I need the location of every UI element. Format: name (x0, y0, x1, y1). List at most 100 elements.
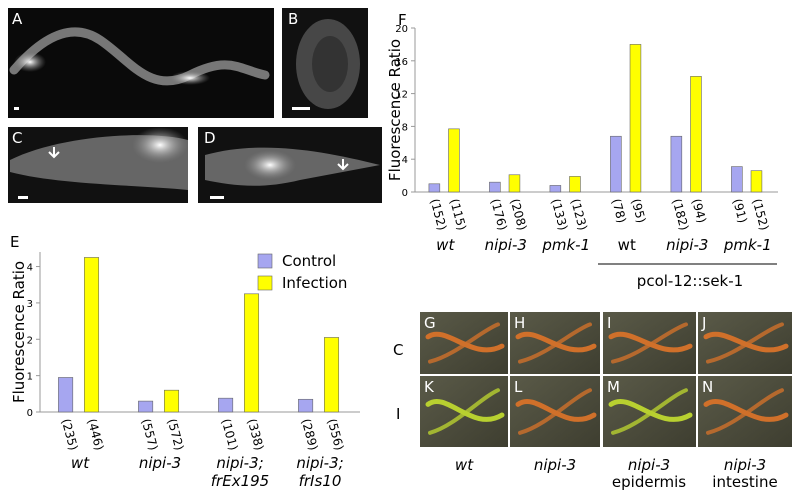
panel-letter: B (288, 10, 298, 28)
bar (549, 185, 562, 193)
x-tick-label: pmk-1 (723, 236, 772, 254)
x-tick-label: wt (71, 454, 90, 472)
bar (138, 400, 154, 413)
worm (608, 331, 693, 353)
bar (164, 389, 180, 413)
n-label: (182) (669, 197, 691, 232)
scale-bar (14, 107, 19, 110)
bar (690, 76, 702, 193)
bar (629, 44, 642, 193)
embryo-inner (312, 36, 348, 92)
n-label: (176) (488, 197, 510, 232)
worm (706, 322, 784, 364)
n-label: (235) (59, 417, 81, 452)
worm (515, 399, 597, 422)
bar (298, 398, 314, 413)
column-label: intestine (712, 473, 777, 491)
panel-letter: C (12, 129, 22, 147)
glow (14, 52, 46, 72)
group-label: pcol-12::sek-1 (637, 272, 743, 290)
x-tick-label: frEx195 (211, 472, 269, 490)
bar (670, 135, 683, 193)
column-label: wt (455, 456, 474, 474)
glow (170, 71, 210, 85)
arrow (48, 147, 60, 159)
panel-letter: M (607, 378, 620, 396)
x-tick-label: nipi-3; (216, 454, 263, 472)
n-label: (446) (85, 417, 107, 452)
glow (244, 150, 296, 180)
y-tick-label: 2 (27, 335, 33, 346)
y-tick-label: 12 (395, 90, 408, 101)
column-label: nipi-3 (628, 456, 670, 474)
scale-bar (292, 107, 310, 110)
bar (324, 337, 340, 413)
n-label: (152) (427, 197, 449, 232)
worm (428, 388, 500, 435)
legend-swatch (257, 275, 273, 291)
x-tick-label: wt (618, 236, 636, 254)
worm (518, 388, 592, 435)
glow (132, 127, 188, 163)
worm (425, 399, 505, 422)
y-tick-label: 1 (27, 372, 33, 383)
y-tick-label: 4 (27, 263, 33, 274)
worm (703, 331, 789, 353)
arrow (337, 159, 349, 171)
panel-letter: J (701, 314, 706, 332)
column-label: epidermis (612, 473, 686, 491)
n-label: (78) (609, 197, 629, 224)
worm (515, 331, 597, 353)
x-tick-label: nipi-3 (485, 236, 527, 254)
n-label: (572) (165, 417, 187, 452)
x-tick-label: nipi-3; (296, 454, 343, 472)
n-label: (115) (447, 197, 469, 232)
row-label: I (396, 405, 400, 423)
bar (428, 183, 441, 193)
y-tick-label: 8 (402, 122, 408, 133)
n-label: (338) (245, 417, 267, 452)
panel-letter: L (514, 378, 523, 396)
worm (425, 331, 505, 353)
worm (706, 388, 784, 435)
y-tick-label: 3 (27, 299, 33, 310)
bar (610, 135, 622, 193)
bar (489, 181, 501, 193)
x-tick-label: pmk-1 (541, 236, 590, 254)
row-label: C (393, 341, 403, 359)
n-label: (556) (325, 417, 347, 452)
bar (58, 377, 74, 413)
bar (218, 397, 234, 413)
panel-letter: D (204, 129, 216, 147)
panel-letter: I (607, 314, 611, 332)
n-label: (91) (730, 197, 750, 224)
panel-letter: H (514, 314, 525, 332)
x-tick-label: nipi-3 (139, 454, 181, 472)
y-tick-label: 4 (402, 155, 408, 166)
n-label: (101) (219, 417, 241, 452)
n-label: (289) (299, 417, 321, 452)
n-label: (123) (568, 197, 590, 232)
legend-swatch (257, 253, 273, 269)
bar (569, 176, 581, 193)
panel-letter: F (398, 11, 407, 29)
bar (244, 293, 260, 413)
column-label: nipi-3 (534, 456, 576, 474)
n-label: (152) (750, 197, 772, 232)
n-label: (133) (548, 197, 570, 232)
panel-letter: A (12, 10, 23, 28)
x-tick-label: nipi-3 (666, 236, 708, 254)
scale-bar (210, 196, 224, 199)
y-axis-label: Fluorescence Ratio (10, 261, 28, 403)
y-tick-label: 16 (395, 57, 408, 68)
worm (611, 322, 688, 364)
scale-bar (18, 196, 28, 199)
panel-letter: E (10, 233, 19, 251)
column-label: nipi-3 (724, 456, 766, 474)
bar (750, 170, 763, 193)
worm (428, 322, 500, 364)
n-label: (94) (689, 197, 709, 224)
n-label: (557) (139, 417, 161, 452)
worm (703, 399, 789, 422)
